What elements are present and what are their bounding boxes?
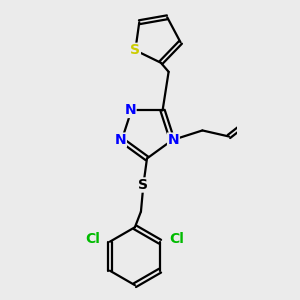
Text: Cl: Cl [169, 232, 184, 246]
Text: S: S [130, 43, 140, 57]
Text: Cl: Cl [85, 232, 100, 246]
Text: N: N [115, 133, 126, 147]
Text: N: N [124, 103, 136, 117]
Text: S: S [138, 178, 148, 192]
Text: N: N [168, 133, 179, 147]
